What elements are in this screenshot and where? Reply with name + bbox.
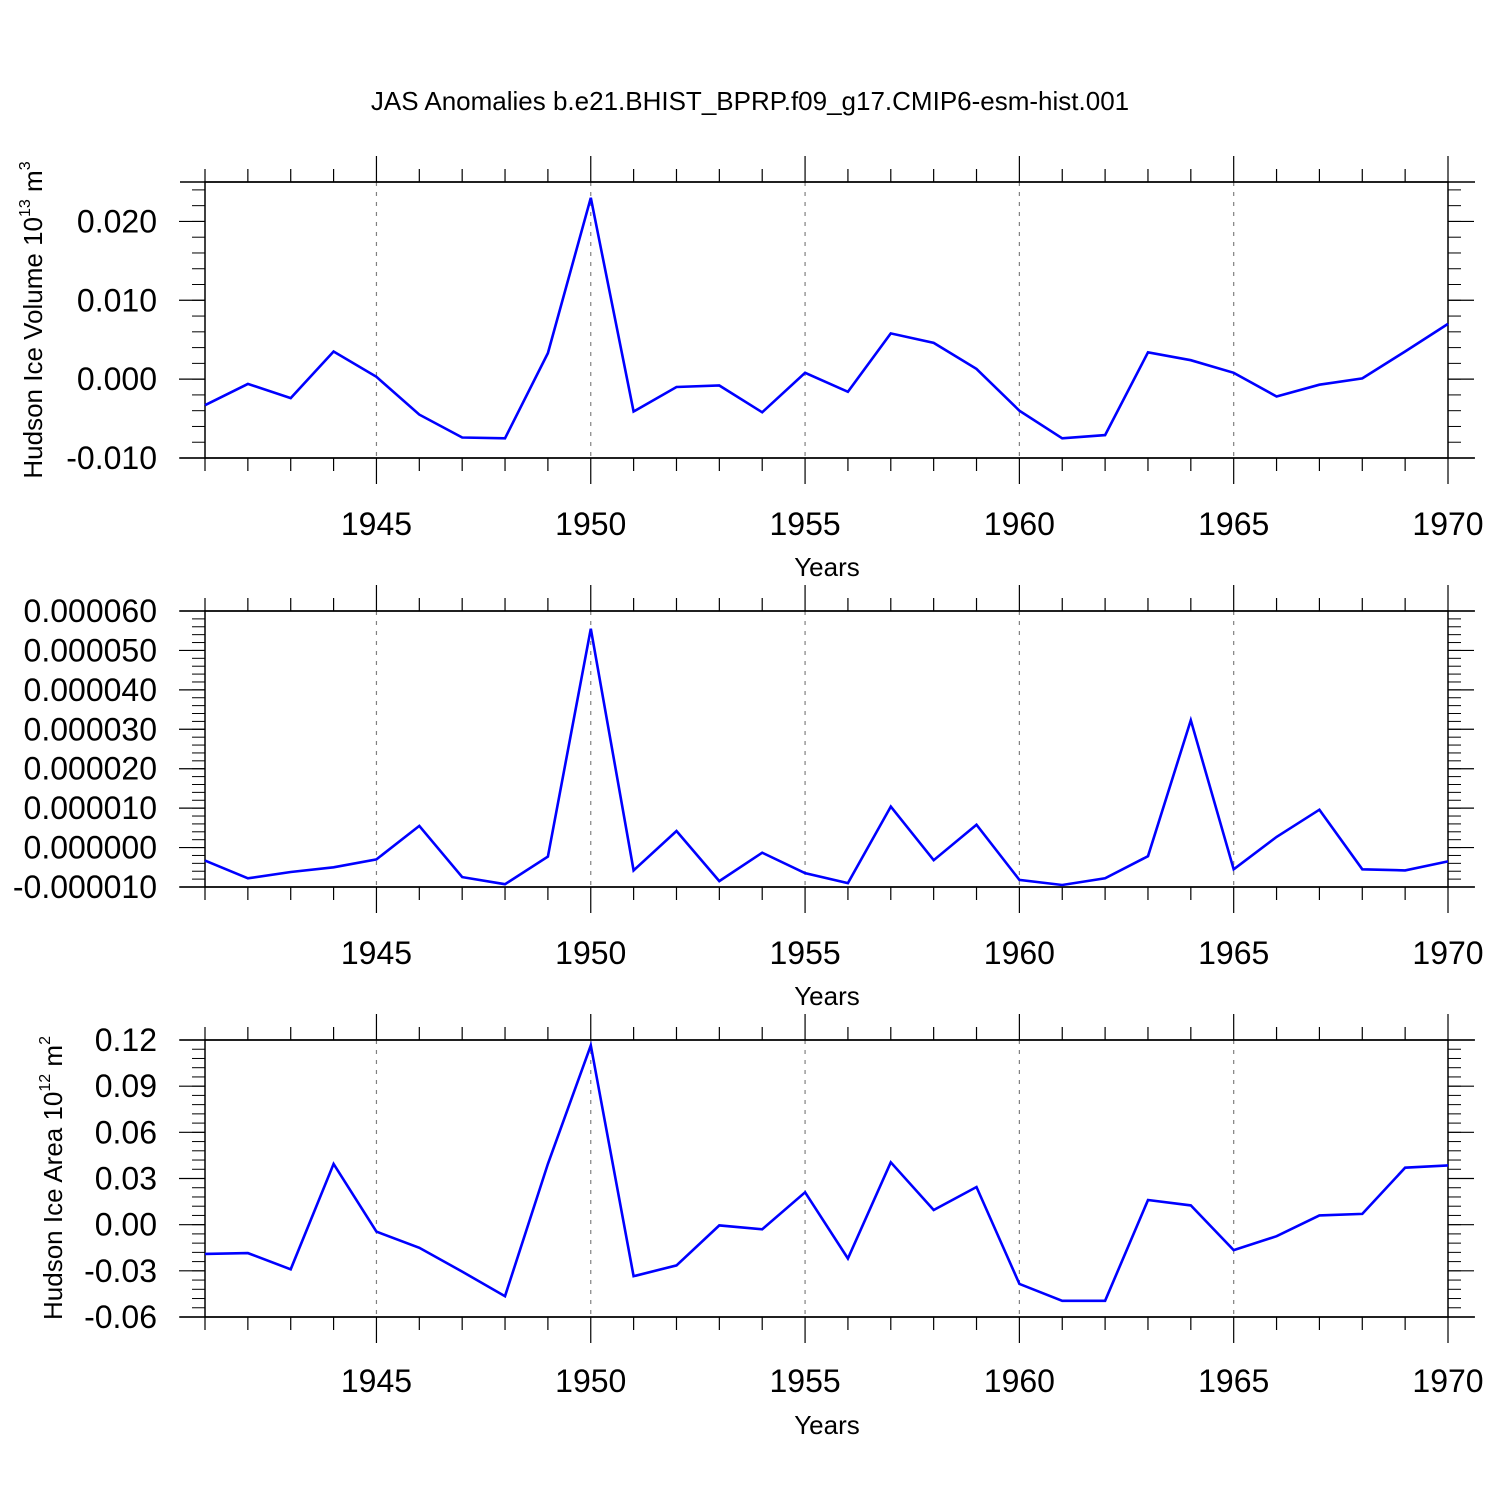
panel-1: 1945 1950 1955 1960 1965 1970 -0.010 0.000 0.010… (17, 156, 1484, 582)
y-tick-label: 0.010 (77, 282, 157, 318)
plot-frame (204, 1039, 1449, 1318)
plot-frame (204, 181, 1449, 459)
x-axis-title: Years (794, 981, 860, 1011)
y-tick-label: 0.000030 (24, 711, 157, 747)
y-tick-label: 0.000010 (24, 790, 157, 826)
y-tick-label: 0.03 (95, 1161, 157, 1197)
y-tick-label: 0.000050 (24, 632, 157, 668)
y-tick-label: 0.000000 (24, 830, 157, 866)
x-axis-title: Years (794, 1410, 860, 1440)
x-tick-label: 1950 (555, 935, 626, 971)
y-tick-label: 0.000040 (24, 672, 157, 708)
x-tick-label: 1955 (769, 935, 840, 971)
x-tick-label: 1950 (555, 506, 626, 542)
panel-2: 1945 1950 1955 1960 1965 1970 -0.0000100.00000… (13, 585, 1484, 1011)
y-tick-label: 0.020 (77, 203, 157, 239)
y-tick-label: -0.010 (66, 440, 157, 476)
x-tick-label: 1945 (341, 1363, 412, 1399)
x-tick-label: 1945 (341, 506, 412, 542)
y-tick-label: -0.03 (84, 1253, 157, 1289)
plot-frame (204, 610, 1449, 888)
x-tick-label: 1945 (341, 935, 412, 971)
y-tick-label: 0.12 (95, 1022, 157, 1058)
series-line (204, 1040, 1449, 1303)
x-tick-label: 1960 (984, 935, 1055, 971)
x-tick-label: 1950 (555, 1363, 626, 1399)
series-line (204, 628, 1449, 887)
x-tick-label: 1960 (984, 1363, 1055, 1399)
figure-title: JAS Anomalies b.e21.BHIST_BPRP.f09_g17.C… (371, 86, 1129, 116)
x-tick-label: 1955 (769, 506, 840, 542)
x-tick-label: 1955 (769, 1363, 840, 1399)
x-tick-label: 1960 (984, 506, 1055, 542)
x-tick-label: 1970 (1412, 506, 1483, 542)
series-line (204, 197, 1449, 440)
y-tick-label: 0.000 (77, 361, 157, 397)
y-tick-label: 0.00 (95, 1207, 157, 1243)
y-tick-label: 0.09 (95, 1068, 157, 1104)
y-tick-label: 0.000020 (24, 751, 157, 787)
y-tick-label: -0.06 (84, 1299, 157, 1335)
x-tick-label: 1965 (1198, 506, 1269, 542)
y-axis-title: Hudson Ice Volume 1013 m3 (17, 161, 48, 478)
y-tick-label: 0.06 (95, 1114, 157, 1150)
x-axis-title: Years (794, 552, 860, 582)
y-axis-title: Hudson Ice Area 1012 m2 (37, 1036, 68, 1320)
x-tick-label: 1970 (1412, 935, 1483, 971)
x-tick-label: 1970 (1412, 1363, 1483, 1399)
panel-3: 1945 1950 1955 1960 1965 1970 -0.06 -0.03 0.00 0.… (37, 1014, 1484, 1440)
x-tick-label: 1965 (1198, 1363, 1269, 1399)
y-tick-label: -0.000010 (13, 869, 157, 905)
y-tick-label: 0.000060 (24, 593, 157, 629)
x-tick-label: 1965 (1198, 935, 1269, 971)
